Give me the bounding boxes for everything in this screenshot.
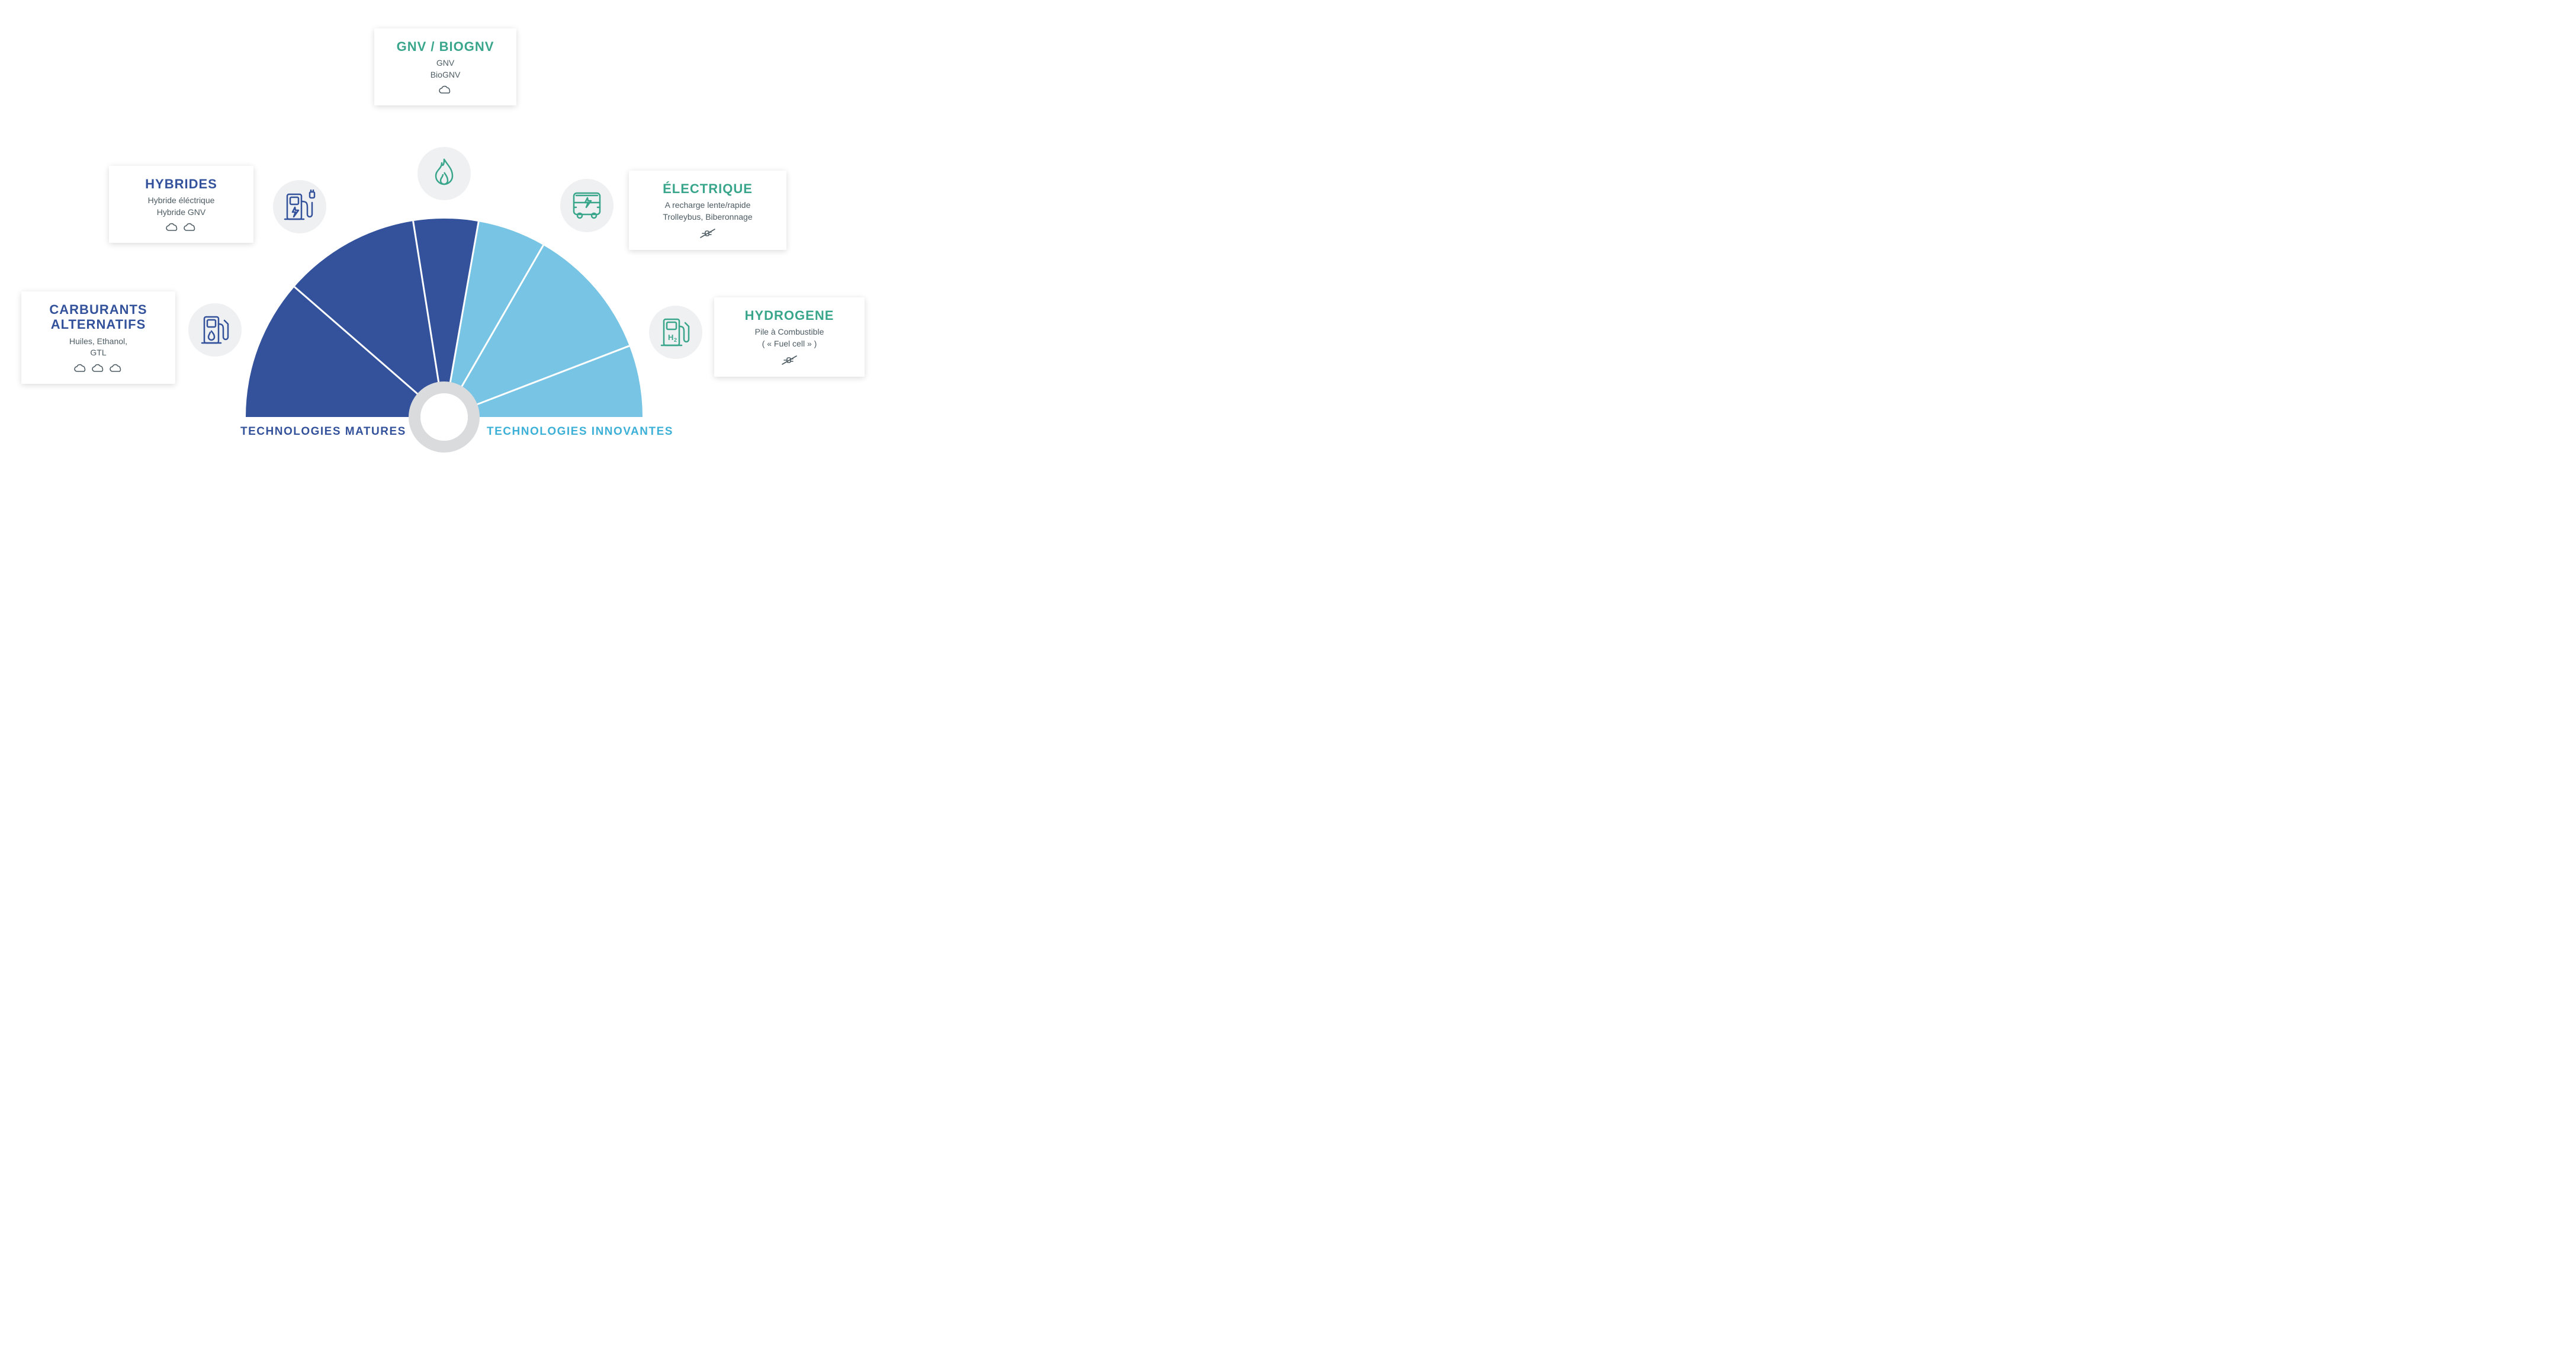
card-carburants: CARBURANTS ALTERNATIFS Huiles, Ethanol, … [21, 291, 175, 384]
cloud-icon [182, 223, 198, 232]
card-sub: A recharge lente/rapide Trolleybus, Bibe… [643, 200, 772, 223]
cloud-icon [165, 223, 180, 232]
card-electrique: ÉLECTRIQUE A recharge lente/rapide Troll… [629, 171, 786, 250]
card-sub: Hybride éléctrique Hybride GNV [123, 195, 239, 218]
plug-row [643, 227, 772, 239]
card-title: GNV / BIOGNV [388, 39, 502, 54]
flame-icon [417, 147, 471, 200]
card-title: HYBRIDES [123, 177, 239, 191]
cloud-icon [108, 364, 124, 373]
cloud-icon [73, 364, 88, 373]
cloud-row [123, 223, 239, 232]
cloud-row [388, 85, 502, 95]
card-sub: Pile à Combustible ( « Fuel cell » ) [728, 326, 850, 349]
plug-crossed-icon [780, 354, 798, 366]
ev-pump-icon [273, 180, 326, 233]
plug-crossed-icon [699, 227, 717, 239]
card-title: ÉLECTRIQUE [643, 181, 772, 196]
card-sub: Huiles, Ethanol, GTL [36, 336, 161, 359]
card-hybrides: HYBRIDES Hybride éléctrique Hybride GNV [109, 166, 253, 243]
card-title: CARBURANTS ALTERNATIFS [36, 302, 161, 332]
svg-text:H: H [668, 333, 673, 342]
cloud-icon [91, 364, 106, 373]
card-sub: GNV BioGNV [388, 57, 502, 81]
card-gnv: GNV / BIOGNV GNV BioGNV [374, 28, 516, 105]
caption-matures: TECHNOLOGIES MATURES [240, 425, 406, 438]
cloud-row [36, 364, 161, 373]
card-title: HYDROGENE [728, 308, 850, 323]
svg-text:2: 2 [674, 337, 677, 343]
h2-pump-icon: H 2 [649, 306, 702, 359]
caption-innovantes: TECHNOLOGIES INNOVANTES [487, 425, 673, 438]
card-hydrogene: HYDROGENE Pile à Combustible ( « Fuel ce… [714, 297, 865, 377]
plug-row [728, 354, 850, 366]
cloud-icon [438, 85, 453, 95]
bus-icon [560, 179, 614, 232]
fuel-pump-icon [188, 303, 242, 357]
